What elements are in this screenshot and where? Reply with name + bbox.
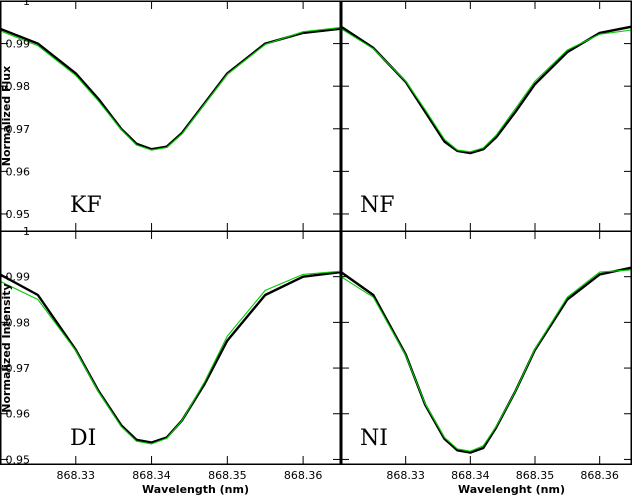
panel-0-ytick-label-3: 0.98 bbox=[6, 80, 31, 93]
panel-3-xtick-label-2: 868.35 bbox=[516, 469, 555, 482]
panel-3-x-axis-title: Wavelenght (nm) bbox=[458, 483, 565, 496]
panel-2-y-axis-title: Normalized Intensity bbox=[0, 283, 13, 412]
panel-1-series-1-line bbox=[340, 28, 632, 153]
panel-2-xtick-label-1: 868.34 bbox=[132, 469, 171, 482]
panel-2-ytick-label-2: 0.97 bbox=[6, 362, 31, 375]
panel-0-series-1-line bbox=[0, 26, 342, 151]
panel-2-xtick-label-0: 868.33 bbox=[57, 469, 96, 482]
panel-0-ytick-label-4: 0.99 bbox=[6, 38, 31, 51]
panel-3-xtick-label-1: 868.34 bbox=[451, 469, 490, 482]
panel-2-frame bbox=[0, 230, 341, 465]
panel-3-xtick-label-3: 868.36 bbox=[580, 469, 619, 482]
panel-2-ytick-label-4: 0.99 bbox=[6, 271, 31, 284]
panel-0-series-0-line bbox=[0, 27, 343, 151]
panel-2-series-0-line bbox=[0, 270, 343, 444]
panel-1-series-0-line bbox=[339, 25, 632, 155]
panel-2-label: DI bbox=[70, 426, 96, 451]
panel-2-x-axis-title: Wavelength (nm) bbox=[142, 483, 249, 496]
panel-0-ytick-label-5: 1 bbox=[23, 0, 30, 8]
panel-2-series-1-line bbox=[0, 270, 342, 445]
panel-3-series-1-line bbox=[340, 269, 632, 452]
panel-2-xtick-label-3: 868.36 bbox=[284, 469, 323, 482]
panel-0-ytick-label-2: 0.97 bbox=[6, 123, 31, 136]
panel-2-xtick-label-2: 868.35 bbox=[208, 469, 247, 482]
panel-1-label: NF bbox=[360, 193, 395, 218]
panel-3-frame bbox=[341, 230, 632, 465]
panel-0-y-axis-title: Normalized Flux bbox=[0, 66, 13, 166]
panel-2-ytick-label-1: 0.96 bbox=[6, 408, 31, 421]
panel-2-ytick-label-0: 0.95 bbox=[6, 453, 31, 466]
panel-3-xtick-label-0: 868.33 bbox=[386, 469, 425, 482]
panel-0-ytick-label-0: 0.95 bbox=[6, 208, 31, 221]
panel-2-ytick-label-3: 0.98 bbox=[6, 316, 31, 329]
panel-3-label: NI bbox=[360, 426, 388, 451]
panel-3-series-0-line bbox=[339, 266, 632, 454]
panel-0-ytick-label-1: 0.96 bbox=[6, 165, 31, 178]
panel-0-label: KF bbox=[70, 193, 102, 218]
